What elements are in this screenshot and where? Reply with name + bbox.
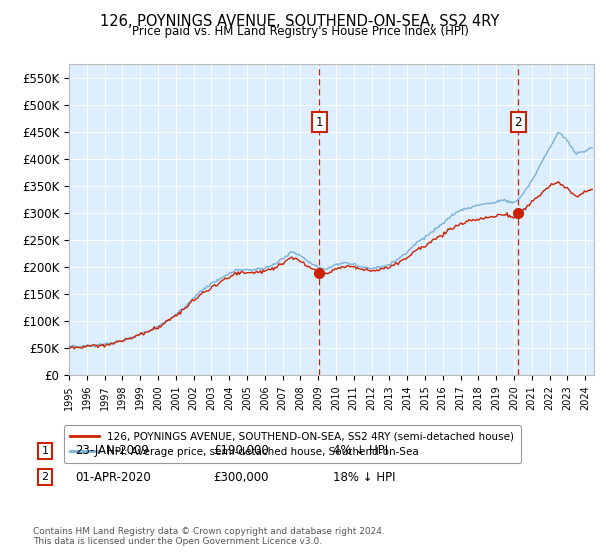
Text: Price paid vs. HM Land Registry's House Price Index (HPI): Price paid vs. HM Land Registry's House … [131, 25, 469, 38]
Text: 18% ↓ HPI: 18% ↓ HPI [333, 470, 395, 484]
Legend: 126, POYNINGS AVENUE, SOUTHEND-ON-SEA, SS2 4RY (semi-detached house), HPI: Avera: 126, POYNINGS AVENUE, SOUTHEND-ON-SEA, S… [64, 426, 521, 463]
Text: 1: 1 [41, 446, 49, 456]
Text: £300,000: £300,000 [213, 470, 269, 484]
Text: 2: 2 [515, 116, 522, 129]
Text: 01-APR-2020: 01-APR-2020 [75, 470, 151, 484]
Text: 1: 1 [316, 116, 323, 129]
Text: 23-JAN-2009: 23-JAN-2009 [75, 444, 149, 458]
Text: 126, POYNINGS AVENUE, SOUTHEND-ON-SEA, SS2 4RY: 126, POYNINGS AVENUE, SOUTHEND-ON-SEA, S… [100, 14, 500, 29]
Text: 2: 2 [41, 472, 49, 482]
Text: Contains HM Land Registry data © Crown copyright and database right 2024.
This d: Contains HM Land Registry data © Crown c… [33, 526, 385, 546]
Text: 4% ↓ HPI: 4% ↓ HPI [333, 444, 388, 458]
Text: £190,000: £190,000 [213, 444, 269, 458]
